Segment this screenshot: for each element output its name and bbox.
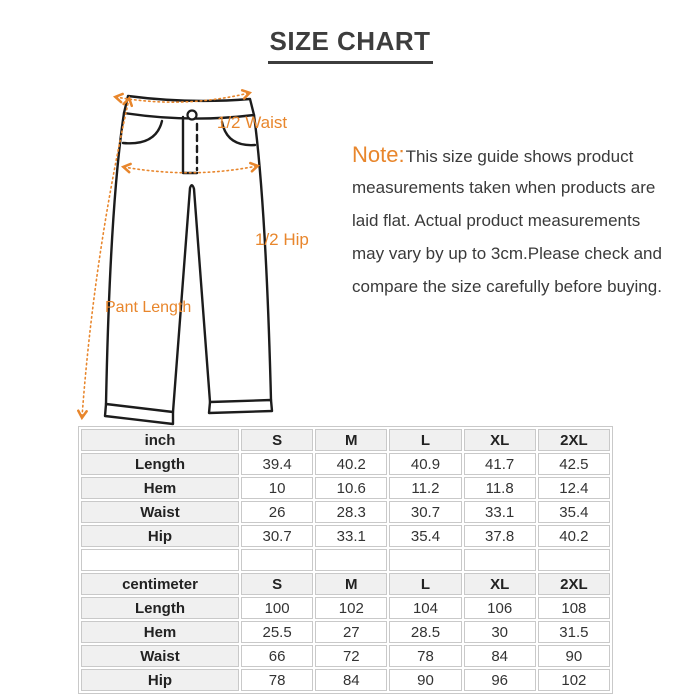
- spacer-row: [81, 549, 610, 571]
- spacer-cell: [241, 549, 314, 571]
- measure-value-cell: 84: [463, 645, 536, 667]
- size-table-row: Hem 25.5 27 28.5 30 31.5: [81, 621, 610, 643]
- measure-value-cell: 10: [241, 477, 314, 499]
- measure-value-cell: 78: [389, 645, 462, 667]
- unit-header-cell: centimeter: [81, 573, 239, 595]
- page-header: SIZE CHART: [0, 26, 700, 64]
- spacer-cell: [463, 549, 536, 571]
- measure-value-cell: 30.7: [389, 501, 462, 523]
- button-icon: [186, 109, 198, 121]
- measure-value-cell: 33.1: [463, 501, 536, 523]
- size-header-cell: S: [241, 429, 314, 451]
- spacer-cell: [389, 549, 462, 571]
- hip-arrow: [120, 161, 261, 174]
- size-table-row: Hip 78 84 90 96 102: [81, 669, 610, 691]
- note-line: laid flat. Actual product measurements: [352, 211, 641, 230]
- size-header-cell: 2XL: [537, 573, 610, 595]
- measurement-arrows: [76, 89, 261, 421]
- size-header-cell: M: [315, 429, 388, 451]
- measure-value-cell: 25.5: [241, 621, 314, 643]
- unit-header-cell: inch: [81, 429, 239, 451]
- note-line: compare the size carefully before buying…: [352, 277, 662, 296]
- measure-value-cell: 12.4: [537, 477, 610, 499]
- measure-value-cell: 102: [537, 669, 610, 691]
- size-table-row: Hem 10 10.6 11.2 11.8 12.4: [81, 477, 610, 499]
- measure-value-cell: 102: [315, 597, 388, 619]
- spacer-cell: [537, 549, 610, 571]
- measure-value-cell: 78: [241, 669, 314, 691]
- measure-value-cell: 90: [537, 645, 610, 667]
- measure-value-cell: 30.7: [241, 525, 314, 547]
- spacer-cell: [81, 549, 239, 571]
- measure-value-cell: 108: [537, 597, 610, 619]
- measure-value-cell: 66: [241, 645, 314, 667]
- size-header-cell: S: [241, 573, 314, 595]
- measure-value-cell: 42.5: [537, 453, 610, 475]
- note-block: Note:This size guide shows product measu…: [352, 138, 674, 303]
- measure-value-cell: 100: [241, 597, 314, 619]
- measure-label-cell: Hem: [81, 621, 239, 643]
- size-table-header-row: inch S M L XL 2XL: [81, 429, 610, 451]
- page-title: SIZE CHART: [267, 26, 433, 64]
- size-table-row: Length 39.4 40.2 40.9 41.7 42.5: [81, 453, 610, 475]
- measure-label-cell: Length: [81, 597, 239, 619]
- size-header-cell: L: [389, 573, 462, 595]
- size-table-row: Waist 66 72 78 84 90: [81, 645, 610, 667]
- measure-value-cell: 40.2: [537, 525, 610, 547]
- size-header-cell: L: [389, 429, 462, 451]
- measure-label-cell: Hem: [81, 477, 239, 499]
- half-hip-label: 1/2 Hip: [255, 230, 309, 249]
- size-header-cell: M: [315, 573, 388, 595]
- measure-label-cell: Waist: [81, 501, 239, 523]
- measure-value-cell: 39.4: [241, 453, 314, 475]
- measure-value-cell: 26: [241, 501, 314, 523]
- measure-value-cell: 11.2: [389, 477, 462, 499]
- measure-value-cell: 10.6: [315, 477, 388, 499]
- note-line: Note:This size guide shows product: [352, 138, 674, 171]
- size-table-row: Hip 30.7 33.1 35.4 37.8 40.2: [81, 525, 610, 547]
- measure-value-cell: 33.1: [315, 525, 388, 547]
- size-header-cell: XL: [463, 573, 536, 595]
- measure-label-cell: Waist: [81, 645, 239, 667]
- measure-value-cell: 11.8: [463, 477, 536, 499]
- size-table-header-row: centimeter S M L XL 2XL: [81, 573, 610, 595]
- half-waist-label: 1/2 Waist: [216, 113, 288, 132]
- pants-outline: [103, 94, 274, 426]
- size-table-row: Length 100 102 104 106 108: [81, 597, 610, 619]
- measure-value-cell: 30: [463, 621, 536, 643]
- measure-value-cell: 35.4: [537, 501, 610, 523]
- spacer-cell: [315, 549, 388, 571]
- pants-measurement-diagram: 1/2 Waist 1/2 Hip Pant Length: [50, 55, 320, 430]
- measure-value-cell: 41.7: [463, 453, 536, 475]
- note-label: Note:: [352, 142, 405, 167]
- measure-value-cell: 84: [315, 669, 388, 691]
- note-line: may vary by up to 3cm.Please check and: [352, 244, 662, 263]
- measure-value-cell: 37.8: [463, 525, 536, 547]
- measure-value-cell: 40.2: [315, 453, 388, 475]
- measure-value-cell: 28.3: [315, 501, 388, 523]
- measure-value-cell: 96: [463, 669, 536, 691]
- pant-length-label: Pant Length: [105, 299, 192, 316]
- measure-value-cell: 35.4: [389, 525, 462, 547]
- size-header-cell: 2XL: [537, 429, 610, 451]
- measure-value-cell: 104: [389, 597, 462, 619]
- measure-value-cell: 106: [463, 597, 536, 619]
- length-arrow: [76, 95, 134, 421]
- note-line: measurements taken when products are: [352, 178, 656, 197]
- note-text: This size guide shows product: [405, 147, 634, 166]
- measure-label-cell: Hip: [81, 669, 239, 691]
- measure-value-cell: 72: [315, 645, 388, 667]
- measure-value-cell: 27: [315, 621, 388, 643]
- measure-label-cell: Hip: [81, 525, 239, 547]
- measure-value-cell: 31.5: [537, 621, 610, 643]
- size-chart-table: inch S M L XL 2XL Length 39.4 40.2 40.9 41.7 42.5 He…: [78, 426, 613, 694]
- pants-drawing: [76, 89, 274, 426]
- measure-label-cell: Length: [81, 453, 239, 475]
- size-table-row: Waist 26 28.3 30.7 33.1 35.4: [81, 501, 610, 523]
- measure-value-cell: 28.5: [389, 621, 462, 643]
- measure-value-cell: 90: [389, 669, 462, 691]
- size-header-cell: XL: [463, 429, 536, 451]
- measure-value-cell: 40.9: [389, 453, 462, 475]
